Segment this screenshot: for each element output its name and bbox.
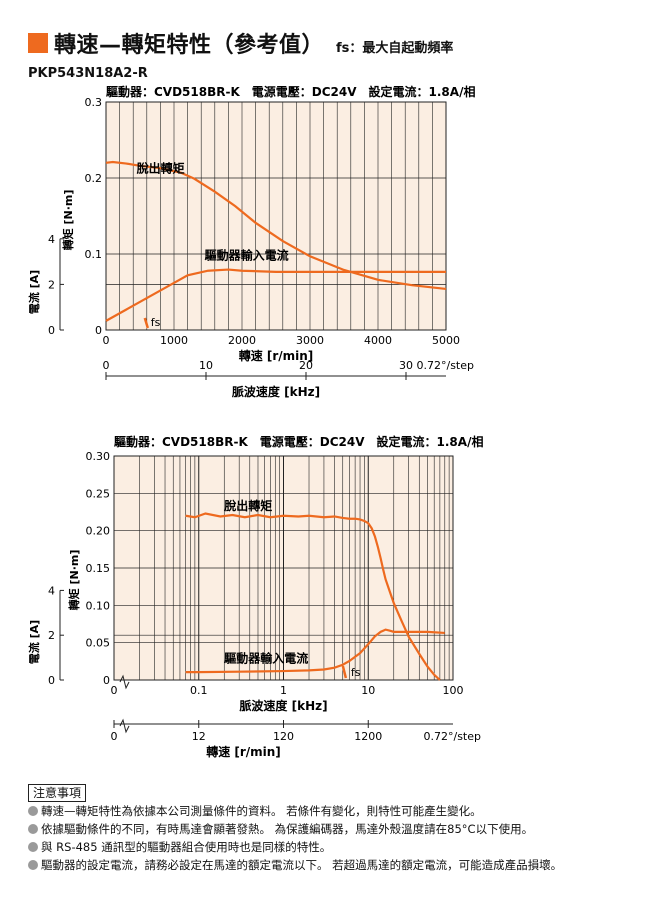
page-subtitle: fs：最大自起動頻率 xyxy=(336,40,454,56)
y-tick-label: 0.1 xyxy=(85,248,103,261)
note-item: 依據驅動條件的不同，有時馬達會顯著發熱。 為保護編碼器，馬達外殼溫度請在85°C… xyxy=(28,820,638,838)
x-tick-label: 2000 xyxy=(228,334,256,347)
note-item: 與 RS-485 通訊型的驅動器組合使用時也是同樣的特性。 xyxy=(28,838,638,856)
fs-label: fs xyxy=(351,666,361,679)
header-square-icon xyxy=(28,33,48,53)
plot-area xyxy=(105,101,447,331)
note-text: 轉速—轉矩特性為依據本公司測量條件的資料。 若條件有變化，則特性可能產生變化。 xyxy=(41,804,482,818)
y-tick-label: 0 xyxy=(103,674,110,687)
series-label-input-current: 驅動器輸入電流 xyxy=(205,247,289,262)
y-tick-label: 0.3 xyxy=(85,96,103,109)
note-text: 依據驅動條件的不同，有時馬達會顯著發熱。 為保護編碼器，馬達外殼溫度請在85°C… xyxy=(41,822,534,836)
note-item: 轉速—轉矩特性為依據本公司測量條件的資料。 若條件有變化，則特性可能產生變化。 xyxy=(28,802,638,820)
model-number: PKP543N18A2-R xyxy=(28,66,148,81)
y-axis-label: 轉矩 [N·m] xyxy=(67,550,81,611)
y2-tick-label: 2 xyxy=(48,629,55,642)
x-axis-label: 脈波速度 [kHz] xyxy=(239,698,327,713)
x2-axis-label: 轉速 [r/min] xyxy=(206,744,281,759)
series-line-input-current xyxy=(105,268,446,322)
bullet-icon xyxy=(28,860,38,870)
x-tick-label: 3000 xyxy=(296,334,324,347)
x2-tick-label: 12 xyxy=(192,730,206,743)
y-tick-label: 0.2 xyxy=(85,172,103,185)
y2-tick-label: 0 xyxy=(48,674,55,687)
note-item: 驅動器的設定電流，請務必設定在馬達的額定電流以下。 若超過馬達的額定電流，可能造… xyxy=(28,856,638,874)
chart-speed-torque-rpm: 驅動器：CVD518BR-K 電源電壓：DC24V 設定電流：1.8A/相 0 10… xyxy=(27,84,475,399)
series-label-pullout-torque: 脫出轉矩 xyxy=(137,160,185,175)
x2-tick-label: 10 xyxy=(199,359,213,372)
x-tick-label: 1 xyxy=(280,684,287,697)
y2-tick-label: 0 xyxy=(48,324,55,337)
x-tick-label: 10 xyxy=(361,684,375,697)
chart-info: 驅動器：CVD518BR-K 電源電壓：DC24V 設定電流：1.8A/相 xyxy=(106,84,475,99)
y-tick-label: 0.25 xyxy=(86,487,111,500)
notes-title: 注意事項 xyxy=(28,784,87,802)
x2-tick-label: 0 xyxy=(111,730,118,743)
y2-tick-label: 2 xyxy=(48,278,55,291)
bullet-icon xyxy=(28,806,38,816)
y2-axis-label: 電流 [A] xyxy=(27,620,41,664)
notes-section: 注意事項 轉速—轉矩特性為依據本公司測量條件的資料。 若條件有變化，則特性可能產… xyxy=(28,782,638,874)
fs-label: fs xyxy=(151,316,161,329)
axis-break-icon xyxy=(119,718,130,734)
y-tick-label: 0.10 xyxy=(86,599,111,612)
series-line-pullout-torque xyxy=(185,512,441,681)
y-tick-label: 0.15 xyxy=(86,562,111,575)
x2-tick-label: 0 xyxy=(103,359,110,372)
bullet-icon xyxy=(28,842,38,852)
series-line-input-current xyxy=(185,628,445,674)
y-tick-label: 0.05 xyxy=(86,637,111,650)
x-tick-label: 0 xyxy=(111,684,118,697)
series-label-pullout-torque: 脫出轉矩 xyxy=(224,498,272,513)
note-text: 與 RS-485 通訊型的驅動器組合使用時也是同樣的特性。 xyxy=(41,840,332,854)
series-line-pullout-torque xyxy=(105,160,447,291)
note-text: 驅動器的設定電流，請務必設定在馬達的額定電流以下。 若超過馬達的額定電流，可能造… xyxy=(41,858,563,872)
bullet-icon xyxy=(28,824,38,834)
series-label-input-current: 驅動器輸入電流 xyxy=(224,651,308,666)
x2-tick-label: 120 xyxy=(273,730,294,743)
chart-speed-torque-khz: 驅動器：CVD518BR-K 電源電壓：DC24V 設定電流：1.8A/相 0 0.… xyxy=(27,434,483,759)
x2-unit-label: 0.72°/step xyxy=(424,730,482,743)
fs-marker xyxy=(143,317,149,329)
x2-tick-label: 1200 xyxy=(354,730,382,743)
y-tick-label: 0.20 xyxy=(86,525,111,538)
x2-axis-label: 脈波速度 [kHz] xyxy=(232,384,320,399)
x-axis-label: 轉速 [r/min] xyxy=(239,348,314,363)
chart-info: 驅動器：CVD518BR-K 電源電壓：DC24V 設定電流：1.8A/相 xyxy=(114,434,483,449)
x2-tick-label: 30 xyxy=(399,359,413,372)
page-title: 轉速—轉矩特性（參考值） xyxy=(54,33,325,58)
x-tick-label: 100 xyxy=(443,684,464,697)
page-header: 轉速—轉矩特性（參考值） fs：最大自起動頻率 xyxy=(28,28,453,58)
x2-unit-label: 0.72°/step xyxy=(417,359,475,372)
x2-tick-label: 20 xyxy=(299,359,313,372)
x-tick-label: 1000 xyxy=(160,334,188,347)
fs-marker xyxy=(341,665,348,679)
axis-break-icon xyxy=(119,674,130,690)
y2-tick-label: 4 xyxy=(48,233,55,246)
x-tick-label: 0 xyxy=(103,334,110,347)
y-axis-label: 轉矩 [N·m] xyxy=(61,190,75,251)
x-tick-label: 0.1 xyxy=(190,684,208,697)
x-tick-label: 5000 xyxy=(432,334,460,347)
y2-tick-label: 4 xyxy=(48,584,55,597)
y-tick-label: 0 xyxy=(95,324,102,337)
y-tick-label: 0.30 xyxy=(86,450,111,463)
y2-axis-label: 電流 [A] xyxy=(27,270,41,314)
x-tick-label: 4000 xyxy=(364,334,392,347)
